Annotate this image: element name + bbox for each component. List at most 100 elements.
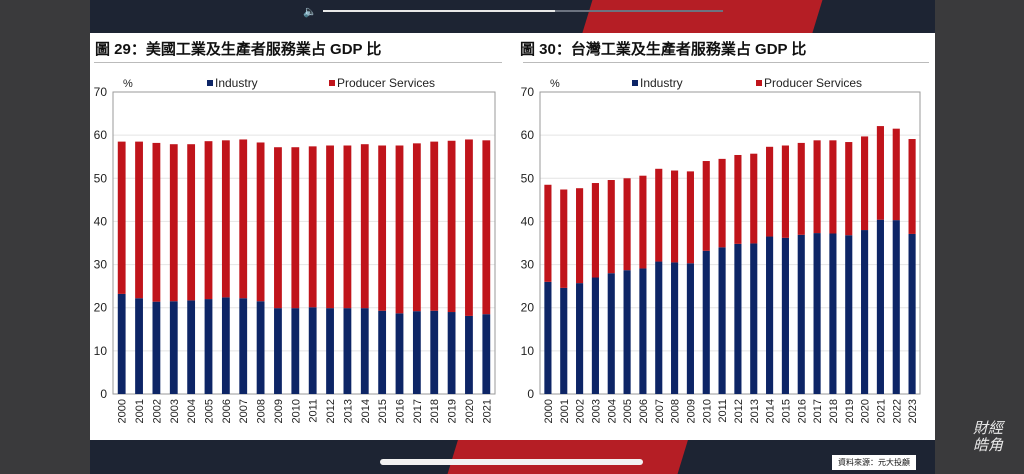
bar-producer-services (591, 183, 599, 278)
bar-industry (876, 219, 884, 394)
x-tick-label: 2007 (654, 399, 666, 423)
bar-industry (781, 237, 789, 394)
x-tick-label: 2020 (464, 399, 476, 423)
bar-industry (291, 308, 300, 394)
bar-producer-services (623, 178, 631, 271)
bar-industry (135, 298, 143, 394)
y-tick-label: 0 (100, 387, 107, 401)
legend-swatch-producer (756, 80, 762, 86)
bar-producer-services (326, 145, 334, 309)
y-tick-label: 70 (94, 85, 108, 99)
bar-producer-services (829, 140, 837, 234)
chart-title-tw: 圖 30：台灣工業及生產者服務業占 GDP 比 (520, 41, 807, 58)
x-tick-label: 2004 (186, 399, 198, 423)
x-tick-label: 2009 (273, 399, 285, 423)
x-tick-label: 2009 (685, 399, 697, 423)
bar-industry (117, 293, 126, 394)
y-tick-label: 30 (94, 258, 108, 272)
bar-producer-services (117, 141, 126, 294)
y-tick-label: 20 (521, 301, 535, 315)
y-tick-label: 40 (521, 214, 535, 228)
bar-producer-services (291, 147, 300, 309)
bar-industry (360, 308, 369, 394)
bar-industry (576, 283, 584, 394)
plot-frame (112, 91, 496, 395)
x-tick-label: 2018 (429, 399, 441, 423)
bar-producer-services (256, 142, 265, 302)
watermark-logo: 財經 皓角 (972, 420, 1003, 454)
y-tick-label: 20 (94, 301, 108, 315)
bar-producer-services (308, 146, 317, 308)
x-tick-label: 2023 (907, 399, 919, 423)
plot-frame (539, 91, 921, 395)
bar-producer-services (560, 189, 568, 288)
x-tick-label: 2000 (543, 399, 555, 423)
bar-industry (861, 230, 869, 394)
y-tick-label: 10 (94, 344, 108, 358)
bar-producer-services (576, 188, 584, 284)
bar-industry (169, 301, 178, 394)
bar-producer-services (430, 141, 439, 311)
bar-producer-services (702, 161, 710, 251)
x-tick-label: 2021 (875, 399, 887, 423)
bar-industry (766, 236, 774, 394)
y-tick-label: 0 (527, 387, 534, 401)
x-tick-label: 2011 (308, 399, 320, 423)
x-tick-label: 2013 (342, 399, 354, 423)
bar-industry (204, 299, 213, 394)
x-tick-label: 2020 (860, 399, 872, 423)
bar-producer-services (908, 139, 916, 234)
bar-producer-services (239, 139, 248, 299)
x-tick-label: 2005 (204, 399, 216, 423)
x-tick-label: 2019 (447, 399, 459, 423)
home-indicator[interactable] (380, 459, 643, 465)
bar-producer-services (639, 175, 647, 269)
x-tick-label: 2008 (670, 399, 682, 423)
x-tick-label: 2001 (559, 399, 571, 423)
bar-producer-services (378, 145, 387, 311)
x-tick-label: 2010 (701, 399, 713, 423)
bar-industry (639, 268, 647, 394)
volume-icon[interactable]: 🔈 (303, 6, 317, 18)
y-axis-unit: % (550, 78, 560, 90)
bar-industry (465, 315, 473, 394)
volume-slider[interactable] (323, 10, 723, 12)
x-tick-label: 2012 (733, 399, 745, 423)
bar-producer-services (465, 139, 473, 316)
y-tick-label: 60 (94, 128, 108, 142)
bar-producer-services (766, 146, 774, 237)
bar-producer-services (169, 144, 178, 302)
bar-industry (750, 243, 758, 394)
y-tick-label: 40 (94, 214, 108, 228)
legend-label: Producer Services (764, 76, 862, 90)
x-tick-label: 2006 (638, 399, 650, 423)
legend-swatch-industry (207, 80, 213, 86)
legend-label: Industry (215, 76, 258, 90)
x-tick-label: 2022 (891, 399, 903, 423)
x-tick-label: 2004 (606, 399, 618, 423)
right-backdrop (935, 0, 1024, 474)
bar-producer-services (655, 168, 663, 262)
y-tick-label: 50 (521, 171, 535, 185)
bar-producer-services (412, 143, 421, 312)
legend-swatch-producer (329, 80, 335, 86)
bar-industry (308, 307, 317, 394)
bar-industry (671, 262, 679, 394)
x-tick-label: 2021 (481, 399, 493, 423)
x-tick-label: 2005 (622, 399, 634, 423)
bar-producer-services (360, 144, 369, 309)
x-tick-label: 2011 (717, 399, 729, 423)
legend-label: Industry (640, 76, 683, 90)
bar-producer-services (876, 126, 884, 220)
bar-producer-services (718, 158, 726, 248)
bar-industry (686, 263, 694, 394)
bar-producer-services (813, 140, 821, 234)
bar-industry (152, 301, 161, 394)
x-tick-label: 2003 (590, 399, 602, 423)
x-tick-label: 2001 (134, 399, 146, 423)
bar-producer-services (447, 140, 456, 313)
bar-producer-services (187, 144, 196, 301)
x-tick-label: 2006 (221, 399, 233, 423)
bar-industry (187, 300, 196, 394)
bar-industry (326, 308, 334, 394)
